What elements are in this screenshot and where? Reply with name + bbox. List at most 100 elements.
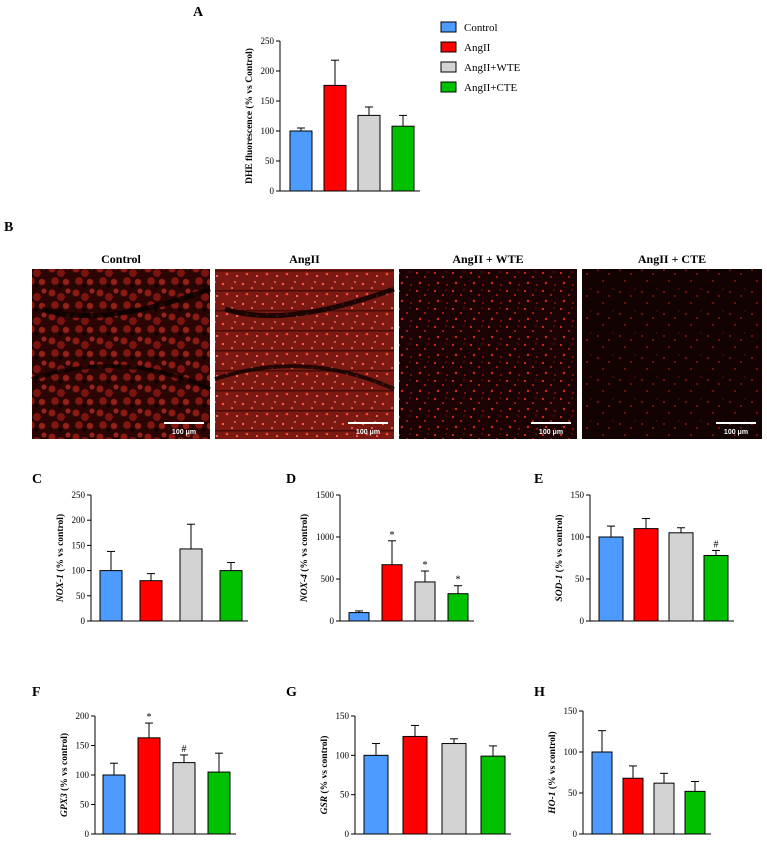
- bar-angii: [402, 735, 428, 835]
- bar-angii-cte: [391, 125, 415, 192]
- y-tick-label: 50: [568, 788, 578, 798]
- y-axis-label: GSR (% vs control): [319, 736, 330, 815]
- bar-control: [289, 130, 313, 192]
- y-tick-label: 100: [72, 566, 86, 576]
- y-tick-label: 50: [340, 790, 350, 800]
- bar-angii-wte: [172, 762, 196, 835]
- scale-bar-label: 100 μm: [724, 429, 748, 436]
- y-tick-label: 100: [564, 747, 578, 757]
- y-tick-label: 150: [72, 540, 86, 550]
- scale-bar-label: 100 μm: [539, 429, 563, 436]
- panel-letter: E: [534, 472, 543, 487]
- bar-chart-d: D 0 500 1000 1500 NOX-4 (% vs control) * * *: [286, 472, 474, 626]
- micrograph-panel: B Control 100 μm AngII 100 μm AngII + WTE 100 …: [4, 220, 762, 439]
- bar-angii-wte: [179, 548, 203, 622]
- panel-letter: D: [286, 472, 296, 487]
- legend-entry: AngII+WTE: [464, 62, 521, 74]
- panel-letter: H: [534, 685, 545, 700]
- micrograph-image: [215, 269, 394, 439]
- y-axis-label: DHE fluorescence (% vs Control): [244, 48, 255, 184]
- y-tick-label: 1500: [316, 490, 335, 500]
- legend-swatch: [440, 81, 457, 93]
- y-tick-label: 100: [336, 750, 350, 760]
- y-tick-label: 0: [573, 829, 578, 839]
- bar-control: [363, 754, 389, 835]
- micrograph-title: AngII + WTE: [452, 252, 523, 266]
- bar-angii-cte: [480, 755, 506, 835]
- bar-angii-wte: [441, 743, 467, 835]
- scale-bar-label: 100 μm: [356, 429, 380, 436]
- y-tick-label: 500: [321, 574, 335, 584]
- micrograph-image: [32, 269, 210, 439]
- bar-angii: [139, 580, 163, 622]
- tissue-fissure: [214, 364, 395, 391]
- bar-control: [348, 612, 370, 622]
- scale-bar-label: 100 μm: [172, 429, 196, 436]
- panel-letter: A: [193, 5, 204, 20]
- panel-letter: C: [32, 472, 42, 487]
- significance-mark: #: [182, 744, 187, 755]
- y-tick-label: 50: [575, 574, 585, 584]
- bar-chart-e: E 0 50 100 150 SOD-1 (% vs control) #: [534, 472, 734, 626]
- y-tick-label: 0: [81, 616, 86, 626]
- significance-mark: *: [390, 530, 395, 541]
- y-tick-label: 200: [261, 66, 275, 76]
- y-axis-label: NOX-4 (% vs control): [299, 514, 310, 603]
- bar-angii: [323, 84, 347, 192]
- bar-control: [598, 536, 624, 622]
- bar-angii-cte: [207, 771, 231, 835]
- bar-chart-c: C 0 50 100 150 200 250 NOX-1 (% vs control): [32, 472, 248, 626]
- bar-chart-f: F 0 50 100 150 200 GPX3 (% vs control) * #: [32, 685, 236, 839]
- y-axis-label: NOX-1 (% vs control): [55, 514, 66, 603]
- bar-angii: [633, 528, 659, 622]
- y-tick-label: 150: [571, 490, 585, 500]
- tissue-fissure: [31, 364, 211, 391]
- y-tick-label: 250: [72, 490, 86, 500]
- bar-angii-cte: [219, 570, 243, 622]
- y-tick-label: 100: [571, 532, 585, 542]
- significance-mark: *: [147, 712, 152, 723]
- y-axis-label: SOD-1 (% vs control): [554, 514, 565, 601]
- y-tick-label: 0: [330, 616, 335, 626]
- bar-control: [102, 774, 126, 835]
- tissue-fissure: [224, 286, 395, 319]
- y-tick-label: 50: [265, 156, 275, 166]
- y-tick-label: 200: [76, 711, 90, 721]
- y-tick-label: 250: [261, 36, 275, 46]
- legend-entry: AngII+CTE: [464, 82, 518, 94]
- micrograph-title: Control: [101, 252, 141, 266]
- legend-swatch: [440, 41, 457, 53]
- bar-angii: [137, 737, 161, 835]
- y-tick-label: 150: [336, 711, 350, 721]
- tissue-fissure: [41, 286, 211, 319]
- y-tick-label: 50: [76, 591, 86, 601]
- panel-letter: F: [32, 685, 41, 700]
- bar-control: [99, 570, 123, 622]
- bar-chart-a: A 0 50 100 150 200 250 DHE fluorescence (% vs C…: [193, 5, 521, 196]
- significance-mark: *: [456, 575, 461, 586]
- micrograph-image: [582, 269, 762, 439]
- y-tick-label: 100: [76, 770, 90, 780]
- micrograph-image: [399, 269, 577, 439]
- y-tick-label: 150: [261, 96, 275, 106]
- legend-entry: AngII: [464, 42, 491, 54]
- bar-angii-cte: [684, 790, 706, 835]
- y-tick-label: 150: [76, 741, 90, 751]
- bar-angii-cte: [703, 554, 729, 622]
- micrograph-title: AngII: [289, 252, 320, 266]
- bar-angii-wte: [653, 782, 675, 835]
- bar-chart-g: G 0 50 100 150 GSR (% vs control): [286, 685, 511, 839]
- bar-angii-wte: [414, 581, 436, 622]
- legend-swatch: [440, 61, 457, 73]
- legend-swatch: [440, 21, 457, 33]
- bar-chart-h: H 0 50 100 150 HO-1 (% vs control): [534, 685, 711, 839]
- y-tick-label: 0: [345, 829, 350, 839]
- y-tick-label: 1000: [316, 532, 335, 542]
- y-tick-label: 100: [261, 126, 275, 136]
- significance-mark: #: [714, 539, 719, 550]
- bar-angii-wte: [357, 114, 381, 192]
- y-axis-label: HO-1 (% vs control): [547, 731, 558, 814]
- bar-control: [591, 751, 613, 835]
- panel-letter: B: [4, 220, 13, 235]
